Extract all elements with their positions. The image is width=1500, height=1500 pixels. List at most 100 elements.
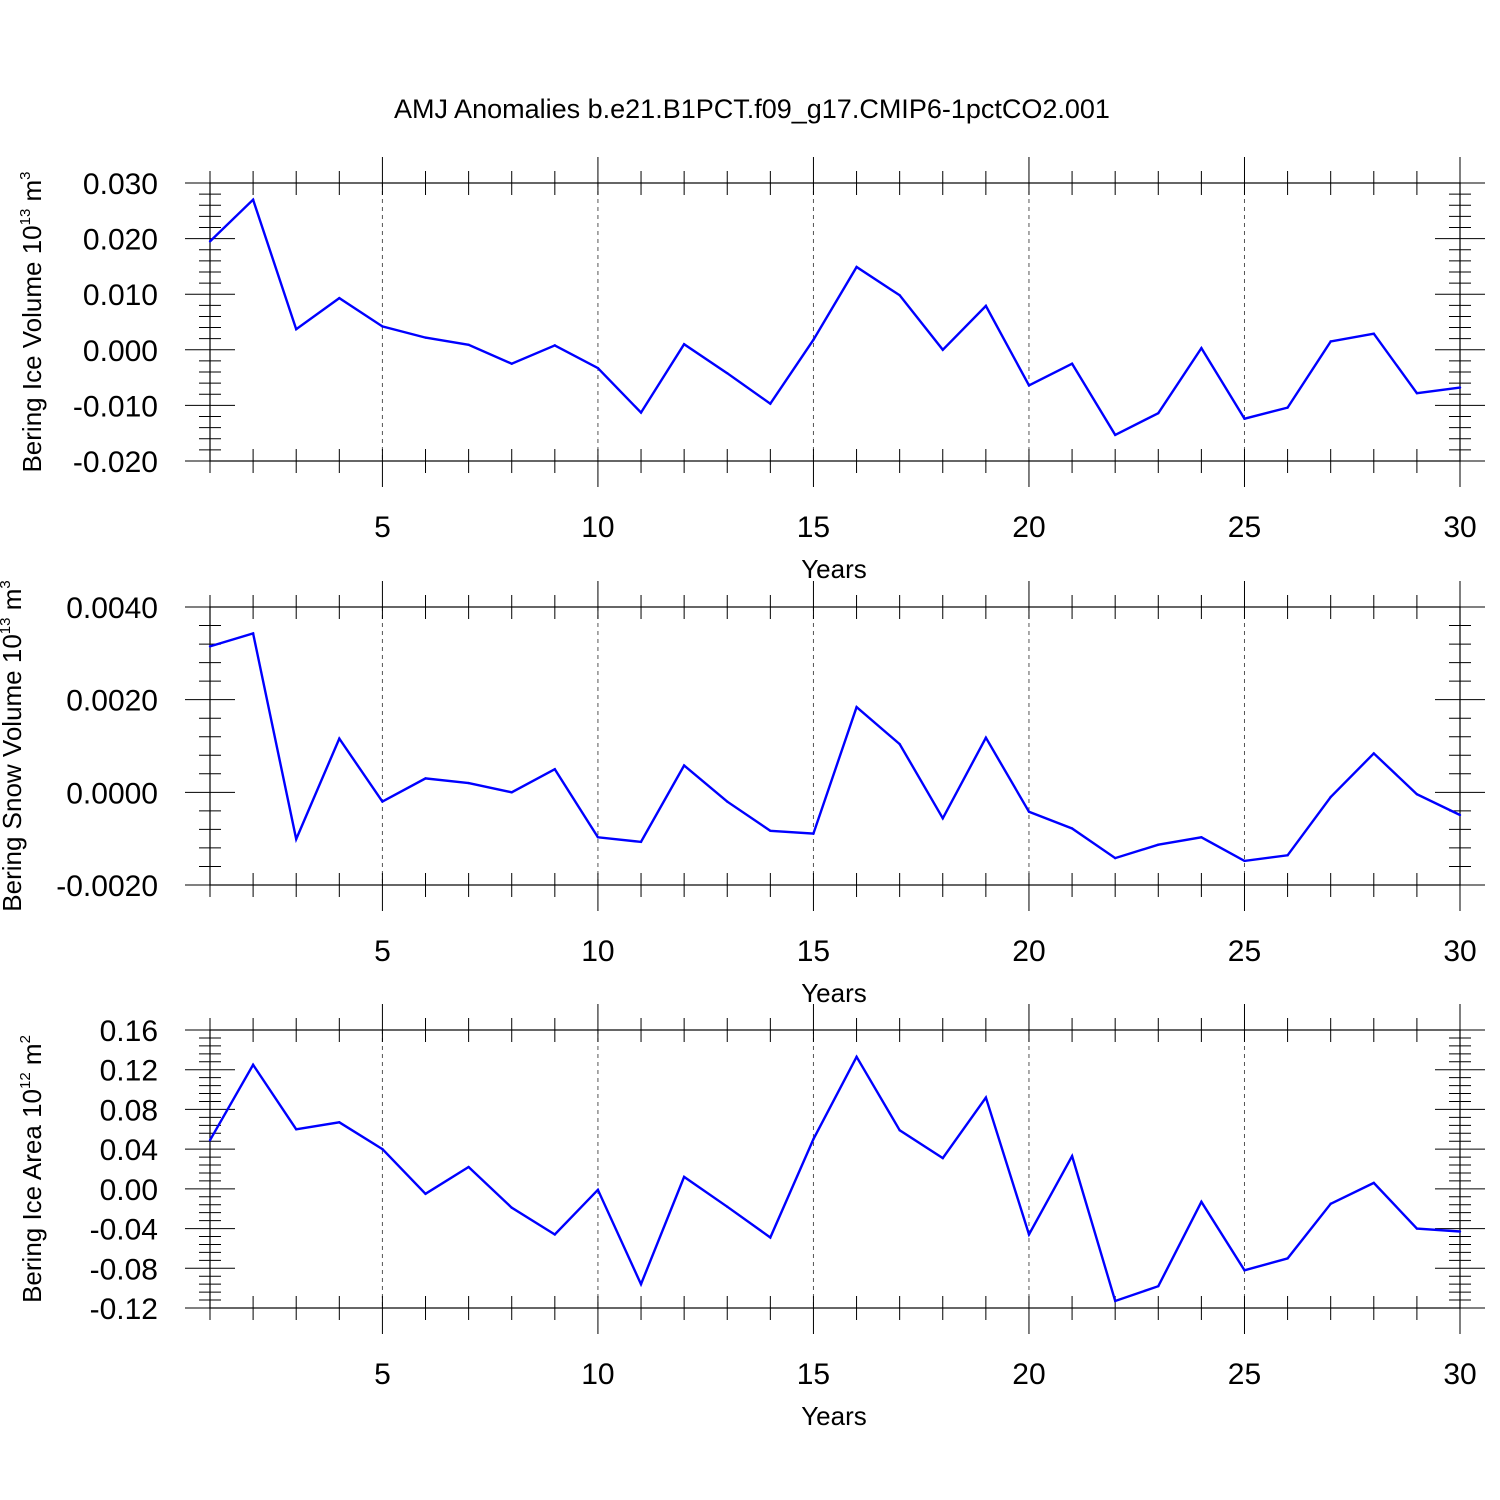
data-point xyxy=(812,832,815,835)
y-tick-label: 0.020 xyxy=(83,224,158,257)
data-point xyxy=(510,362,513,365)
data-point xyxy=(769,1236,772,1239)
data-point xyxy=(338,296,341,300)
x-tick-label: 30 xyxy=(1443,935,1476,968)
data-point xyxy=(1372,332,1375,335)
x-tick-label: 20 xyxy=(1012,511,1045,544)
y-axis-label-text: Bering Ice Volume 10 xyxy=(17,225,47,472)
data-point xyxy=(1243,417,1246,420)
data-point xyxy=(208,645,212,648)
y-tick-label: -0.0020 xyxy=(56,870,158,903)
y-tick-label: -0.020 xyxy=(73,446,158,479)
data-point xyxy=(596,1188,600,1192)
y-axis-label-unit: m xyxy=(0,589,27,618)
data-point xyxy=(1458,386,1462,389)
data-point xyxy=(1070,362,1074,365)
data-point xyxy=(1113,1299,1117,1303)
data-point xyxy=(1113,433,1117,437)
data-point xyxy=(682,343,686,346)
x-tick-label: 30 xyxy=(1443,511,1476,544)
data-point xyxy=(1027,810,1031,813)
data-point xyxy=(1415,792,1419,796)
x-tick-label: 25 xyxy=(1228,1358,1261,1391)
data-point xyxy=(338,1121,341,1124)
y-tick-label: -0.010 xyxy=(73,390,158,423)
data-point xyxy=(984,1096,988,1099)
y-tick-label: 0.16 xyxy=(100,1015,158,1048)
data-point xyxy=(1200,836,1203,839)
data-point xyxy=(424,777,427,780)
data-point xyxy=(467,1165,470,1169)
data-point xyxy=(1286,1257,1289,1260)
x-axis-label: Years xyxy=(801,1401,867,1431)
y-axis-label: Bering Ice Area 1012 m2 xyxy=(17,1035,47,1303)
x-tick-label: 20 xyxy=(1012,935,1045,968)
y-axis-label-exponent: 13 xyxy=(0,618,14,635)
data-point xyxy=(726,371,729,375)
x-axis-label: Years xyxy=(801,554,867,584)
y-axis-label-unit-exponent: 3 xyxy=(17,171,34,179)
y-axis-label-text: Bering Snow Volume 10 xyxy=(0,634,27,912)
y-tick-label: 0.0040 xyxy=(66,592,158,625)
data-point xyxy=(1070,1154,1074,1158)
data-point xyxy=(855,1055,858,1059)
data-point xyxy=(510,791,513,794)
x-tick-label: 25 xyxy=(1228,511,1261,544)
data-point xyxy=(1243,859,1246,863)
y-axis-label-exponent: 13 xyxy=(17,209,34,226)
series-line xyxy=(209,197,1461,437)
data-point xyxy=(1157,843,1160,846)
y-tick-label: 0.00 xyxy=(100,1174,158,1207)
data-point xyxy=(553,344,557,347)
y-axis-label-exponent: 12 xyxy=(17,1072,34,1089)
x-tick-label: 30 xyxy=(1443,1358,1476,1391)
data-point xyxy=(1372,1181,1375,1185)
panels: 5 10 15 20 25 30-0.020-0.0100.0000.0100.0200.… xyxy=(0,157,1485,1431)
data-point xyxy=(1458,1230,1462,1233)
data-point xyxy=(467,343,470,346)
data-point xyxy=(682,1175,686,1179)
y-tick-label: 0.04 xyxy=(100,1134,158,1167)
x-tick-label: 10 xyxy=(581,511,614,544)
data-point xyxy=(381,800,384,803)
data-point xyxy=(898,294,901,297)
y-tick-label: 0.08 xyxy=(100,1094,158,1127)
x-tick-label: 15 xyxy=(797,511,830,544)
data-point xyxy=(1372,752,1375,755)
data-point xyxy=(1286,406,1289,409)
data-point xyxy=(769,829,772,832)
plot-frame xyxy=(209,1029,1461,1309)
data-point xyxy=(941,1156,944,1160)
data-point xyxy=(1329,795,1332,799)
data-point xyxy=(208,1139,212,1142)
data-point xyxy=(726,800,729,803)
data-point xyxy=(984,304,988,308)
chart-panel-3: 5 10 15 20 25 30 -0.12 -0.08 -0.04 0.00 0.04 0.08 0.… xyxy=(17,1004,1485,1431)
y-tick-label: 0.010 xyxy=(83,279,158,312)
y-tick-label: -0.04 xyxy=(90,1214,158,1247)
data-point xyxy=(467,781,470,785)
plot-frame xyxy=(209,606,1461,886)
y-axis-label-unit-exponent: 2 xyxy=(17,1035,34,1043)
data-point xyxy=(1027,1233,1031,1236)
data-point xyxy=(855,265,858,269)
y-tick-label: 0.0020 xyxy=(66,685,158,718)
data-point xyxy=(553,1233,557,1236)
data-point xyxy=(898,742,901,746)
x-axis-label: Years xyxy=(801,978,867,1008)
data-point xyxy=(424,1192,427,1196)
data-point xyxy=(596,366,600,370)
y-axis-label-unit-exponent: 3 xyxy=(0,580,14,588)
data-point xyxy=(1113,856,1117,860)
data-point xyxy=(855,705,858,709)
data-point xyxy=(984,736,988,739)
data-point xyxy=(898,1129,901,1132)
data-point xyxy=(1329,1202,1332,1205)
data-point xyxy=(295,837,298,841)
y-axis-label: Bering Snow Volume 1013 m3 xyxy=(0,580,27,911)
x-tick-label: 10 xyxy=(581,935,614,968)
y-tick-label: -0.12 xyxy=(90,1293,158,1326)
x-tick-label: 5 xyxy=(374,935,391,968)
x-tick-label: 5 xyxy=(374,511,391,544)
chart-panel-2: 5 10 15 20 25 30 -0.0020 0.0000 0.0020 0.0040 Year… xyxy=(0,580,1485,1008)
